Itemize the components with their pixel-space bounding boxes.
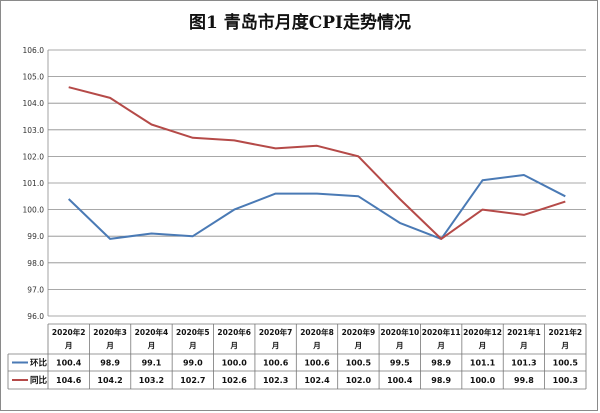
y-tick-label: 99.0 <box>27 232 44 241</box>
x-category-label: 月 <box>519 341 528 350</box>
data-table-value: 101.3 <box>511 359 536 368</box>
x-category-label: 2020年3 <box>93 327 127 337</box>
data-table-value: 98.9 <box>100 359 120 368</box>
data-table-value: 102.0 <box>346 376 372 385</box>
x-category-label: 2020年10 <box>380 327 419 337</box>
x-category-label: 2021年2 <box>549 327 583 337</box>
x-category-label: 2020年11 <box>422 327 461 337</box>
legend-label: 环比 <box>30 358 48 369</box>
x-category-label: 月 <box>64 341 73 350</box>
y-tick-label: 96.0 <box>27 312 44 321</box>
x-category-label: 2020年8 <box>300 327 334 337</box>
x-category-label: 月 <box>147 341 156 350</box>
x-category-label: 2020年12 <box>463 327 502 337</box>
data-table-value: 102.4 <box>304 376 330 385</box>
x-category-label: 月 <box>229 341 238 350</box>
chart-title: 图1 青岛市月度CPI走势情况 <box>188 13 411 33</box>
x-category-label: 2020年2 <box>52 327 86 337</box>
data-table-value: 104.2 <box>97 376 122 385</box>
series-line-2 <box>68 86 566 240</box>
x-category-label: 月 <box>561 341 570 350</box>
y-tick-label: 106.0 <box>23 46 45 55</box>
data-table-value: 99.0 <box>183 359 203 368</box>
x-category-label: 2020年4 <box>135 327 169 337</box>
y-tick-label: 101.0 <box>23 179 45 188</box>
data-table-value: 98.9 <box>431 376 451 385</box>
data-table-value: 99.5 <box>390 359 410 368</box>
x-category-label: 月 <box>188 341 197 350</box>
data-table-value: 104.6 <box>56 376 82 385</box>
x-category-label: 2020年5 <box>176 327 210 337</box>
data-table-value: 100.6 <box>304 359 330 368</box>
data-table-value: 100.5 <box>346 359 372 368</box>
data-table-value: 102.3 <box>263 376 288 385</box>
data-table-value: 101.1 <box>470 359 496 368</box>
x-category-label: 月 <box>271 341 280 350</box>
y-tick-label: 104.0 <box>23 99 45 108</box>
data-table-value: 100.5 <box>553 359 579 368</box>
data-table-value: 100.6 <box>263 359 289 368</box>
legend-label: 同比 <box>30 375 48 386</box>
data-table-value: 102.7 <box>180 376 205 385</box>
x-category-label: 月 <box>395 341 404 350</box>
x-category-label: 月 <box>478 341 487 350</box>
x-category-label: 月 <box>354 341 363 350</box>
x-category-label: 2020年9 <box>342 327 376 337</box>
data-table-value: 100.4 <box>387 376 413 385</box>
x-category-label: 月 <box>312 341 321 350</box>
y-tick-label: 105.0 <box>23 73 45 82</box>
data-table-value: 102.6 <box>222 376 248 385</box>
y-tick-label: 100.0 <box>23 206 45 215</box>
data-table-value: 98.9 <box>431 359 451 368</box>
x-category-label: 月 <box>105 341 114 350</box>
x-category-label: 2021年1 <box>507 327 541 337</box>
x-category-label: 2020年6 <box>217 327 251 337</box>
y-tick-label: 98.0 <box>27 259 44 268</box>
data-table-value: 100.0 <box>222 359 248 368</box>
series-line-1 <box>68 174 566 240</box>
data-table-value: 100.3 <box>553 376 578 385</box>
data-table-value: 103.2 <box>139 376 164 385</box>
data-table-value: 100.0 <box>470 376 496 385</box>
y-tick-label: 97.0 <box>27 285 44 294</box>
y-tick-label: 103.0 <box>23 126 45 135</box>
x-category-label: 月 <box>436 341 445 350</box>
data-table-value: 99.8 <box>514 376 534 385</box>
data-table-value: 100.4 <box>56 359 82 368</box>
x-category-label: 2020年7 <box>259 327 293 337</box>
y-tick-label: 102.0 <box>23 152 45 161</box>
data-table-value: 99.1 <box>142 359 162 368</box>
